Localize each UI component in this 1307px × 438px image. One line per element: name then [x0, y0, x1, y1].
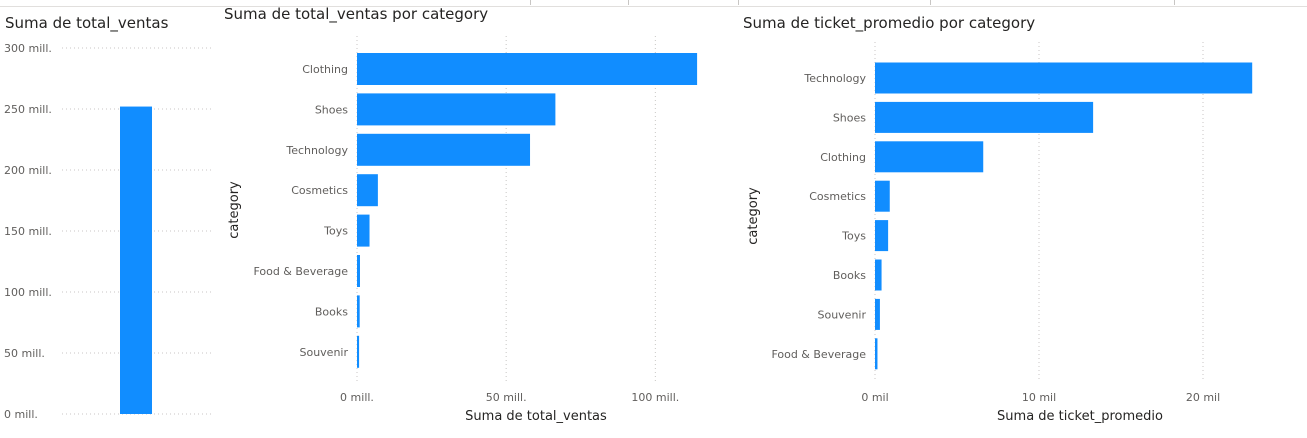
top-bar-divider [738, 0, 739, 5]
bar [875, 62, 1253, 94]
y-tick-label: 300 mill. [4, 42, 52, 55]
ticket-por-category-visual[interactable]: Suma de ticket_promedio por category 0 m… [736, 0, 1307, 438]
category-label: Books [833, 269, 866, 282]
top-bar-divider [1174, 0, 1175, 5]
x-tick-label: 20 mil [1186, 391, 1220, 404]
bar [875, 298, 880, 330]
bar [120, 106, 152, 414]
top-bar-divider [628, 0, 629, 5]
category-label: Books [315, 305, 348, 318]
bar [357, 255, 360, 287]
total-ventas-chart: 0 mill. 50 mill. 100 mill. 150 mill. 200 mil… [4, 42, 214, 421]
bar [357, 214, 370, 247]
bar [875, 180, 890, 212]
chart-title: Suma de total_ventas [5, 14, 169, 32]
report-top-bar [0, 0, 1307, 7]
chart-title: Suma de total_ventas por category [224, 5, 489, 23]
bar [875, 338, 878, 370]
x-axis-title: Suma de total_ventas [465, 409, 607, 424]
top-bar-divider [530, 0, 531, 5]
category-label: Clothing [820, 151, 866, 164]
category-label: Shoes [315, 103, 348, 116]
x-tick-label: 100 mill. [631, 391, 679, 404]
bar [875, 220, 889, 252]
bar [875, 101, 1094, 133]
bar [875, 259, 882, 291]
ticket-por-category-chart: 0 mil 10 mil 20 mil Technology Shoes Clothing… [746, 42, 1253, 424]
y-tick-label: 150 mill. [4, 225, 52, 238]
top-bar-divider [930, 0, 931, 5]
x-tick-label: 50 mill. [486, 391, 527, 404]
bar [875, 141, 984, 173]
category-label: Souvenir [817, 308, 866, 321]
category-label: Cosmetics [809, 190, 866, 203]
x-tick-label: 0 mil [861, 391, 888, 404]
category-label: Souvenir [299, 346, 348, 359]
bar [357, 53, 698, 85]
ventas-por-category-chart: 0 mill. 50 mill. 100 mill. Clothing Shoes Tec… [227, 36, 698, 424]
category-label: Food & Beverage [771, 348, 866, 361]
category-label: Technology [803, 72, 866, 85]
category-label: Cosmetics [291, 184, 348, 197]
chart-title: Suma de ticket_promedio por category [743, 14, 1036, 32]
y-axis-title: category [746, 187, 761, 245]
y-tick-label: 200 mill. [4, 164, 52, 177]
total-ventas-visual[interactable]: Suma de total_ventas 0 mill. 50 mill. 100 … [0, 0, 220, 438]
bar [357, 174, 378, 207]
y-tick-label: 50 mill. [4, 347, 45, 360]
y-tick-label: 250 mill. [4, 103, 52, 116]
bar [357, 335, 360, 368]
x-tick-label: 0 mill. [340, 391, 374, 404]
category-label: Clothing [302, 63, 348, 76]
category-label: Toys [841, 230, 866, 243]
bar [357, 295, 360, 328]
category-label: Toys [323, 225, 348, 238]
ventas-por-category-visual[interactable]: Suma de total_ventas por category 0 mill… [220, 0, 720, 438]
bar [357, 133, 531, 166]
y-axis-title: category [227, 181, 242, 239]
category-label: Food & Beverage [253, 265, 348, 278]
category-label: Shoes [833, 111, 866, 124]
bar [357, 93, 556, 126]
x-axis-title: Suma de ticket_promedio [997, 409, 1163, 424]
category-label: Technology [285, 144, 348, 157]
y-tick-label: 100 mill. [4, 286, 52, 299]
y-tick-label: 0 mill. [4, 408, 38, 421]
x-tick-label: 10 mil [1022, 391, 1056, 404]
